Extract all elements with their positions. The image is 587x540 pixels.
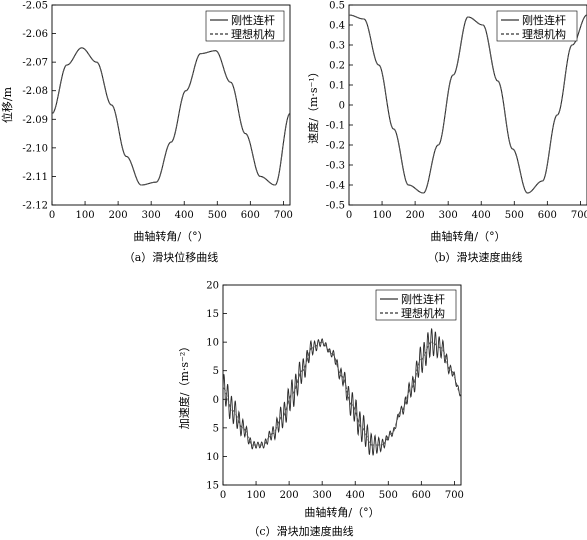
x-tick-label: 200 bbox=[280, 490, 299, 501]
y-tick-label: 0.4 bbox=[329, 21, 345, 32]
x-tick-label: 400 bbox=[472, 210, 491, 221]
x-tick-label: 100 bbox=[247, 490, 266, 501]
legend-label: 理想机构 bbox=[401, 306, 445, 320]
series-line-rigid-link bbox=[349, 14, 587, 194]
x-tick-label: 100 bbox=[373, 210, 392, 221]
x-tick-label: 200 bbox=[109, 210, 128, 221]
y-tick-label: -2.12 bbox=[22, 201, 48, 212]
y-tick-label: -2.09 bbox=[22, 115, 48, 126]
x-tick-label: 0 bbox=[220, 490, 226, 501]
y-tick-label: 0 bbox=[213, 395, 219, 406]
x-tick-label: 400 bbox=[175, 210, 194, 221]
y-axis-label: 速度/（m·s⁻¹） bbox=[306, 66, 320, 144]
legend: 刚性连杆 理想机构 bbox=[496, 10, 578, 42]
y-tick-label: -0.5 bbox=[326, 201, 345, 212]
y-tick-label: -2.11 bbox=[22, 172, 48, 183]
y-tick-label: 0.2 bbox=[329, 61, 345, 72]
x-tick-label: 400 bbox=[346, 490, 365, 501]
x-tick-label: 600 bbox=[412, 490, 431, 501]
panel-caption: （b）滑块速度曲线 bbox=[427, 250, 522, 264]
x-tick-label: 500 bbox=[505, 210, 524, 221]
x-tick-label: 700 bbox=[274, 210, 293, 221]
legend-label: 刚性连杆 bbox=[522, 13, 566, 27]
x-tick-label: 300 bbox=[439, 210, 458, 221]
y-tick-label: -0.1 bbox=[326, 121, 345, 132]
y-tick-label: 20 bbox=[206, 281, 219, 292]
y-tick-label: -0.3 bbox=[326, 161, 345, 172]
series-line-rigid-link bbox=[51, 47, 291, 186]
y-tick-label: 5 bbox=[213, 423, 219, 434]
y-tick-label: 0.1 bbox=[329, 81, 345, 92]
legend-label: 刚性连杆 bbox=[231, 13, 275, 27]
y-tick-label: -2.07 bbox=[22, 58, 48, 69]
x-tick-label: 0 bbox=[346, 210, 352, 221]
y-tick-label: -0.4 bbox=[326, 181, 345, 192]
x-tick-label: 600 bbox=[241, 210, 260, 221]
x-tick-label: 0 bbox=[49, 210, 55, 221]
y-tick-label: -2.08 bbox=[22, 86, 48, 97]
x-axis-label: 曲轴转角/（°） bbox=[304, 505, 379, 519]
plot-frame bbox=[51, 4, 291, 206]
x-axis-label: 曲轴转角/（°） bbox=[430, 229, 505, 243]
legend-box bbox=[205, 10, 285, 42]
panel-caption: （a）滑块位移曲线 bbox=[124, 250, 219, 264]
y-axis-label: 位移/m bbox=[0, 86, 14, 123]
legend: 刚性连杆 理想机构 bbox=[205, 10, 285, 42]
x-tick-label: 500 bbox=[379, 490, 398, 501]
x-tick-label: 700 bbox=[445, 490, 464, 501]
y-tick-label: 15 bbox=[206, 309, 219, 320]
y-tick-label: 0.3 bbox=[329, 41, 345, 52]
x-tick-label: 500 bbox=[208, 210, 227, 221]
panel-displacement: 0 100 200 300 400 500 600 700 -2.05 -2.06 -2.07 -2.… bbox=[0, 1, 293, 265]
legend-box bbox=[496, 10, 578, 42]
series-line-rigid-link bbox=[222, 328, 462, 456]
panel-caption: （c）滑块加速度曲线 bbox=[248, 524, 353, 538]
y-tick-label: -2.06 bbox=[22, 29, 48, 40]
x-tick-label: 700 bbox=[571, 210, 587, 221]
x-tick-label: 300 bbox=[313, 490, 332, 501]
legend-box bbox=[375, 289, 457, 321]
x-tick-label: 200 bbox=[406, 210, 425, 221]
y-tick-label: -0.2 bbox=[326, 141, 345, 152]
series-line-ideal-mechanism bbox=[222, 341, 462, 446]
series-line-ideal-mechanism bbox=[349, 14, 587, 194]
legend: 刚性连杆 理想机构 bbox=[375, 289, 457, 321]
y-tick-label: 10 bbox=[206, 452, 219, 463]
y-tick-label: -2.10 bbox=[22, 143, 48, 154]
x-tick-label: 100 bbox=[76, 210, 95, 221]
panel-acceleration: 0 100 200 300 400 500 600 700 20 15 10 5 0 5 10 15 刚性连杆… bbox=[177, 281, 464, 539]
y-tick-label: -2.05 bbox=[22, 1, 48, 12]
x-tick-label: 300 bbox=[142, 210, 161, 221]
legend-label: 刚性连杆 bbox=[401, 292, 445, 306]
panel-velocity: 0 100 200 300 400 500 600 7000.50.40.30.20.10-0… bbox=[306, 1, 587, 264]
y-tick-label: 0 bbox=[339, 101, 345, 112]
y-tick-label: 0.5 bbox=[329, 1, 345, 12]
y-tick-label: 10 bbox=[206, 338, 219, 349]
x-axis-label: 曲轴转角/（°） bbox=[133, 229, 208, 243]
y-tick-label: 5 bbox=[213, 366, 219, 377]
legend-label: 理想机构 bbox=[522, 27, 566, 41]
series-line-ideal-mechanism bbox=[51, 47, 291, 186]
legend-label: 理想机构 bbox=[231, 27, 275, 41]
y-axis-label: 加速度/（m·s⁻²） bbox=[177, 341, 191, 430]
x-tick-label: 600 bbox=[538, 210, 557, 221]
y-tick-label: 15 bbox=[206, 481, 219, 492]
